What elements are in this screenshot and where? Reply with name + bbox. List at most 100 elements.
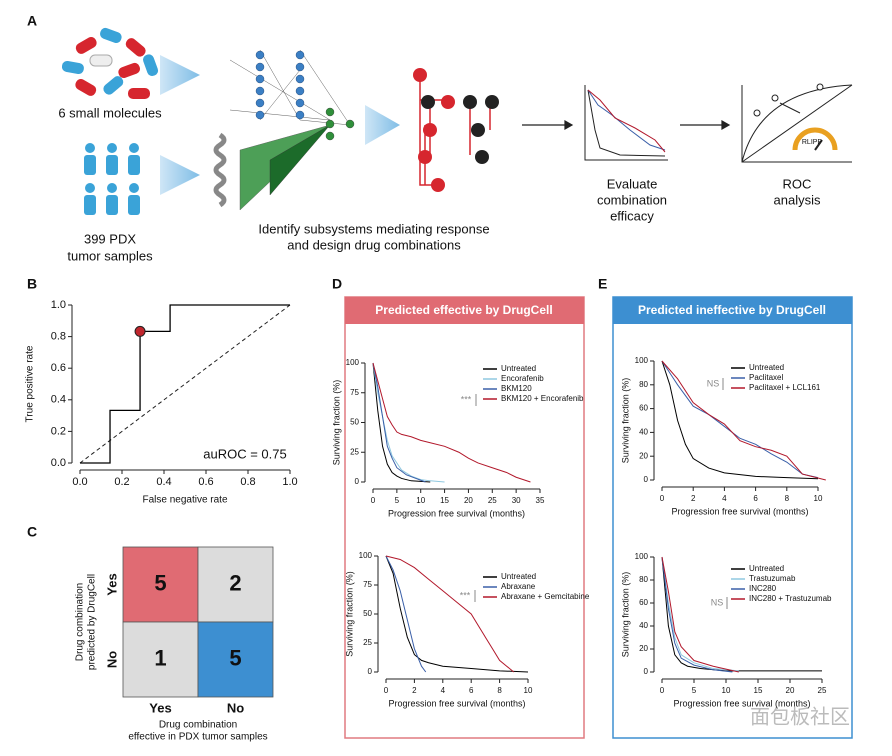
x-tick-label: 8 (497, 686, 502, 695)
molecules-label: 6 small molecules (58, 105, 162, 120)
panel-header (345, 297, 584, 324)
y-tick-label: 0 (355, 477, 360, 486)
x-tick-label: 15 (754, 686, 763, 695)
panel-label: B (27, 276, 37, 292)
roc-thumbnail (741, 83, 853, 163)
network-caption: and design drug combinations (287, 237, 461, 252)
x-tick-label: 0 (660, 686, 665, 695)
cell-value: 5 (229, 645, 241, 670)
legend-label: Encorafenib (501, 374, 544, 383)
row-label: Yes (104, 573, 119, 595)
network (213, 49, 355, 211)
series-line (661, 556, 733, 673)
x-tick-label: 20 (464, 496, 473, 505)
legend-label: Untreated (501, 572, 536, 581)
evaluate-label: combination (597, 192, 667, 207)
x-tick-label: 6 (469, 686, 474, 695)
people (84, 143, 140, 215)
y-tick-label: 50 (363, 609, 372, 618)
x-tick-label: 10 (814, 494, 823, 503)
row-label: No (104, 651, 119, 668)
legend-label: Untreated (749, 363, 784, 372)
y-tick-label: 100 (635, 356, 649, 365)
series-line (661, 556, 739, 672)
roc-label: ROC (783, 176, 812, 191)
x-tick-label: 1.0 (282, 476, 297, 488)
y-tick-label: 20 (639, 644, 648, 653)
column-label: No (227, 700, 244, 715)
samples-label: tumor samples (67, 248, 153, 263)
x-tick-label: 0.4 (156, 476, 171, 488)
y-tick-label: 0.6 (51, 362, 66, 374)
y-tick-label: 0 (368, 667, 373, 676)
y-axis-label: Surviving fraction (%) (620, 378, 630, 464)
legend-label: Paclitaxel (749, 373, 783, 382)
y-tick-label: 60 (639, 598, 648, 607)
x-tick-label: 4 (441, 686, 446, 695)
y-tick-label: 75 (363, 580, 372, 589)
panel-label: D (332, 276, 342, 292)
watermark: 面包板社区 (750, 705, 850, 728)
x-tick-label: 0.2 (114, 476, 129, 488)
x-axis-label: False negative rate (142, 495, 227, 506)
series-line (372, 362, 531, 483)
series-line (372, 362, 431, 483)
x-tick-label: 30 (512, 496, 521, 505)
y-tick-label: 0.8 (51, 331, 66, 343)
process-arrows (522, 119, 731, 131)
legend-label: INC280 (749, 584, 777, 593)
x-tick-label: 10 (524, 686, 533, 695)
x-tick-label: 15 (440, 496, 449, 505)
x-tick-label: 20 (786, 686, 795, 695)
x-tick-label: 5 (692, 686, 697, 695)
evaluate-label: efficacy (610, 208, 654, 223)
legend-label: Paclitaxel + LCL161 (749, 383, 821, 392)
x-tick-label: 10 (416, 496, 425, 505)
x-tick-label: 0 (384, 686, 389, 695)
x-axis-label: Progression free survival (months) (671, 506, 808, 516)
series-line (661, 556, 739, 673)
x-tick-label: 35 (536, 496, 545, 505)
x-tick-label: 4 (722, 494, 727, 503)
series-line (80, 304, 290, 464)
x-tick-label: 8 (785, 494, 790, 503)
x-axis-label: Drug combination (159, 720, 237, 731)
highlight-point (134, 325, 146, 337)
x-tick-label: 6 (753, 494, 758, 503)
cell-value: 1 (154, 645, 166, 670)
annotation: NS (707, 378, 720, 388)
panel-label: A (27, 13, 37, 29)
x-tick-label: 2 (412, 686, 417, 695)
legend-label: BKM120 (501, 384, 532, 393)
y-tick-label: 25 (363, 638, 372, 647)
y-tick-label: 0.0 (51, 457, 66, 469)
legend-label: Abraxane + Gemcitabine (501, 592, 590, 601)
subsystem-tree (413, 68, 499, 192)
legend-label: Untreated (501, 364, 536, 373)
column-label: Yes (149, 700, 171, 715)
km-thumbnail (584, 85, 668, 161)
y-axis-label: Surviving fraction (%) (344, 571, 354, 657)
series-line (385, 555, 427, 673)
y-axis-label: Drug combination (75, 583, 86, 661)
y-tick-label: 0.4 (51, 394, 66, 406)
samples-label: 399 PDX (84, 231, 136, 246)
y-tick-label: 60 (639, 404, 648, 413)
y-axis-label: predicted by DrugCell (87, 574, 98, 670)
legend-label: Abraxane (501, 582, 536, 591)
matrix-cell (197, 621, 274, 698)
series-line (385, 555, 529, 673)
x-tick-label: 0.6 (198, 476, 213, 488)
evaluate-label: Evaluate (607, 176, 658, 191)
y-tick-label: 80 (639, 380, 648, 389)
x-tick-label: 0.0 (72, 476, 87, 488)
y-tick-label: 75 (350, 388, 359, 397)
x-tick-label: 25 (818, 686, 827, 695)
series-line (661, 360, 826, 481)
series-line (372, 362, 426, 483)
legend-label: Trastuzumab (749, 574, 796, 583)
cell-value: 2 (229, 570, 241, 595)
x-tick-label: 0.8 (240, 476, 255, 488)
x-tick-label: 10 (722, 686, 731, 695)
